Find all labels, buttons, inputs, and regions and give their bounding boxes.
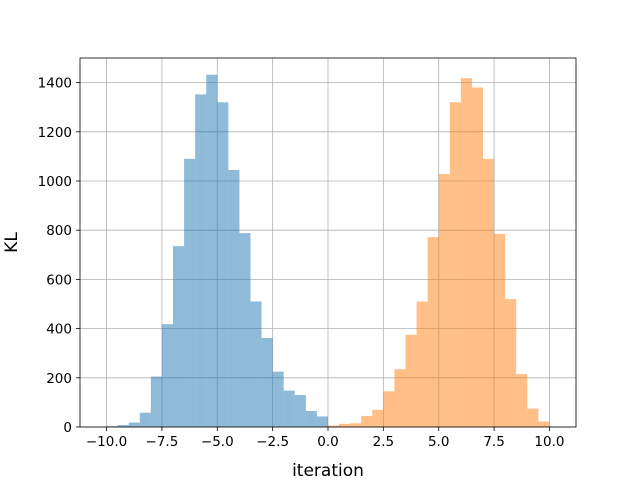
histogram-bar xyxy=(527,408,539,427)
histogram-bar xyxy=(471,87,483,428)
x-tick-label: 0.0 xyxy=(317,434,338,450)
y-tick-label: 600 xyxy=(46,272,72,288)
y-tick-label: 800 xyxy=(46,223,72,239)
y-tick-label: 400 xyxy=(46,322,72,338)
x-tick-label: −5.0 xyxy=(201,434,234,450)
histogram-bar xyxy=(460,78,472,427)
histogram-bar xyxy=(339,423,351,427)
x-tick-label: 5.0 xyxy=(428,434,449,450)
histogram-bar xyxy=(150,376,162,427)
histogram-bar xyxy=(250,301,262,427)
histogram-bar xyxy=(494,233,506,427)
histogram-bar xyxy=(206,74,218,427)
histogram-bar xyxy=(272,371,284,427)
histogram-bar xyxy=(350,423,362,427)
histogram-bar xyxy=(405,334,417,427)
histogram-bar xyxy=(283,390,295,427)
histogram-bar xyxy=(117,425,129,427)
histogram-bar xyxy=(438,174,450,427)
histogram-bar xyxy=(217,102,229,427)
y-axis-label: KL xyxy=(2,232,22,253)
histogram-bar xyxy=(294,395,306,427)
y-tick-label: 1200 xyxy=(38,125,72,141)
histogram-bar xyxy=(316,416,328,427)
histogram-bar xyxy=(239,233,251,427)
x-tick-label: 7.5 xyxy=(483,434,504,450)
histogram-bar xyxy=(449,102,461,427)
y-tick-label: 0 xyxy=(63,420,72,436)
histogram-bar xyxy=(383,391,395,427)
x-tick-label: −10.0 xyxy=(86,434,127,450)
histogram-bar xyxy=(173,246,185,427)
histogram-bar xyxy=(128,422,140,427)
histogram-bar xyxy=(416,301,428,427)
histogram-bar xyxy=(161,324,173,427)
histogram-bar xyxy=(328,425,340,427)
histogram-bar xyxy=(516,374,528,427)
histogram-bar xyxy=(394,369,406,427)
histogram-bar xyxy=(228,169,240,427)
axis-ticks: −10.0 −7.5 −5.0 −2.5 0.0 2.5 5.0 7.5 10.0 0 200 400… xyxy=(38,76,565,450)
histogram-bar xyxy=(505,299,517,427)
series-1 xyxy=(106,74,328,428)
y-tick-label: 200 xyxy=(46,371,72,387)
x-tick-label: 2.5 xyxy=(373,434,394,450)
x-tick-label: 10.0 xyxy=(534,434,564,450)
x-axis-label: iteration xyxy=(292,461,364,480)
series-2 xyxy=(328,78,550,428)
histogram-bar xyxy=(483,158,495,428)
histogram-bars xyxy=(106,74,550,428)
x-tick-label: −7.5 xyxy=(146,434,179,450)
histogram-bar xyxy=(372,409,384,427)
histogram-bar xyxy=(427,237,439,427)
y-tick-label: 1000 xyxy=(38,174,72,190)
histogram-bar xyxy=(139,412,151,427)
histogram-bar xyxy=(195,94,207,428)
histogram-bar xyxy=(184,158,196,428)
histogram-bar xyxy=(261,337,273,427)
histogram-bar xyxy=(361,415,373,427)
histogram-bar xyxy=(538,421,550,427)
x-tick-label: −2.5 xyxy=(256,434,289,450)
y-tick-label: 1400 xyxy=(38,76,72,92)
histogram-bar xyxy=(305,411,317,427)
